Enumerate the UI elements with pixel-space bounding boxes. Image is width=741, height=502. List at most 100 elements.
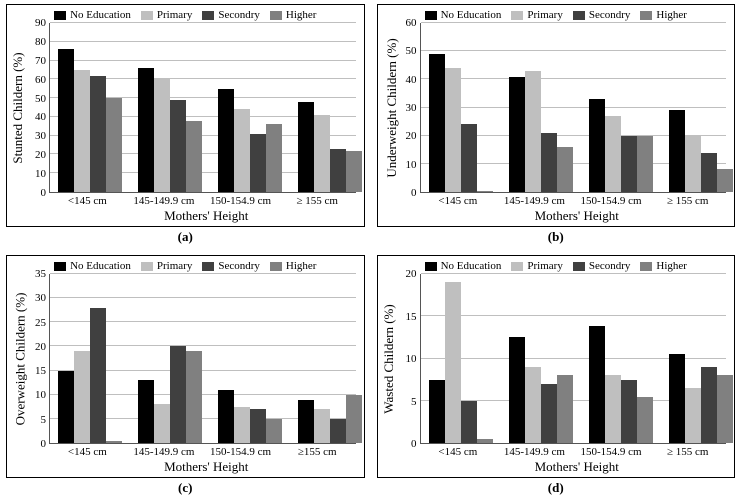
panel-inner: No EducationPrimarySecondryHigherOverwei… [6,255,365,478]
legend-item: Secondry [573,9,631,21]
y-tick: 0 [411,187,417,199]
bar [298,102,314,192]
panel-b: No EducationPrimarySecondryHigherUnderwe… [371,0,741,251]
bar [138,68,154,192]
legend-swatch [141,262,153,271]
bar [330,149,346,192]
legend-item: Primary [511,9,562,21]
panel-caption: (d) [377,478,736,498]
x-label: ≥ 155 cm [649,446,726,458]
panel-d: No EducationPrimarySecondryHigherWasted … [371,251,741,502]
bar [266,419,282,443]
bar [170,100,186,192]
x-label: <145 cm [49,195,126,207]
bar [74,351,90,443]
bar [106,98,122,192]
legend-label: Secondry [218,260,260,272]
legend-item: No Education [54,9,131,21]
bar [218,89,234,192]
bar [477,191,493,192]
x-axis-title: Mothers' Height [378,207,735,226]
bar [589,99,605,192]
bar [170,346,186,443]
legend-label: Primary [157,9,192,21]
bar [218,390,234,443]
bar [314,115,330,192]
legend-item: Primary [141,9,192,21]
bar-group [50,23,130,192]
legend-item: Higher [640,9,687,21]
bar [701,153,717,192]
bar [637,397,653,443]
legend-item: Secondry [202,9,260,21]
legend-item: Primary [141,260,192,272]
legend-swatch [202,11,214,20]
legend-label: Secondry [589,9,631,21]
legend-item: Higher [270,9,317,21]
x-label: 145-149.9 cm [126,446,203,458]
bar [685,136,701,192]
y-tick: 5 [411,396,417,408]
legend: No EducationPrimarySecondryHigher [378,256,735,274]
x-label: 150-154.9 cm [202,446,279,458]
legend-label: No Education [70,260,131,272]
legend-swatch [511,262,523,271]
bar [461,124,477,192]
legend-swatch [202,262,214,271]
bar-group [661,23,741,192]
y-ticks: 05101520 [396,274,420,444]
bar [429,54,445,192]
legend: No Education Primary Secondry Higher [7,256,364,274]
y-tick: 60 [35,74,46,86]
x-label: ≥ 155 cm [279,195,356,207]
bar [509,337,525,443]
bar [621,380,637,443]
x-axis-title: Mothers' Height [378,458,735,477]
bar [138,380,154,443]
chart-grid: No Education Primary Secondry Higher Stunted… [0,0,741,502]
bar [557,375,573,443]
plot-row: Overweight Childern (%)05101520253035 [7,274,364,444]
x-labels: <145 cm145-149.9 cm150-154.9 cm≥ 155 cm [420,444,727,458]
bars [421,23,727,192]
legend-label: Higher [286,9,317,21]
bar-group [290,274,370,443]
panel-inner: No Education Primary Secondry Higher Stunted… [6,4,365,227]
bar-group [661,274,741,443]
bar [445,68,461,192]
bar [605,375,621,443]
bar [90,76,106,192]
bar [58,371,74,443]
bar [58,49,74,192]
bar [445,282,461,443]
bar [266,124,282,192]
y-tick: 10 [406,353,417,365]
y-axis-title: Stunted Childern (%) [10,52,26,163]
bar-group [210,23,290,192]
plot-area [420,23,727,193]
legend-label: Higher [656,260,687,272]
legend-swatch [425,11,437,20]
bar [154,79,170,192]
y-tick: 5 [41,414,47,426]
legend-label: Secondry [589,260,631,272]
panel-caption: (c) [6,478,365,498]
bar [330,419,346,443]
bar [314,409,330,443]
y-tick: 20 [406,130,417,142]
bar-group [421,23,501,192]
legend-label: Higher [286,260,317,272]
x-labels: <145 cm145-149.9 cm150-154.9 cm≥155 cm [49,444,356,458]
x-label: 150-154.9 cm [202,195,279,207]
panel-c: No EducationPrimarySecondryHigherOverwei… [0,251,371,502]
y-tick: 10 [35,389,46,401]
legend-label: Primary [527,9,562,21]
y-tick: 40 [35,111,46,123]
x-label: 145-149.9 cm [126,195,203,207]
y-tick: 80 [35,36,46,48]
bar [589,326,605,443]
panel-caption: (a) [6,227,365,247]
legend-swatch [270,11,282,20]
panel-inner: No EducationPrimarySecondryHigherWasted … [377,255,736,478]
panel-caption: (b) [377,227,736,247]
